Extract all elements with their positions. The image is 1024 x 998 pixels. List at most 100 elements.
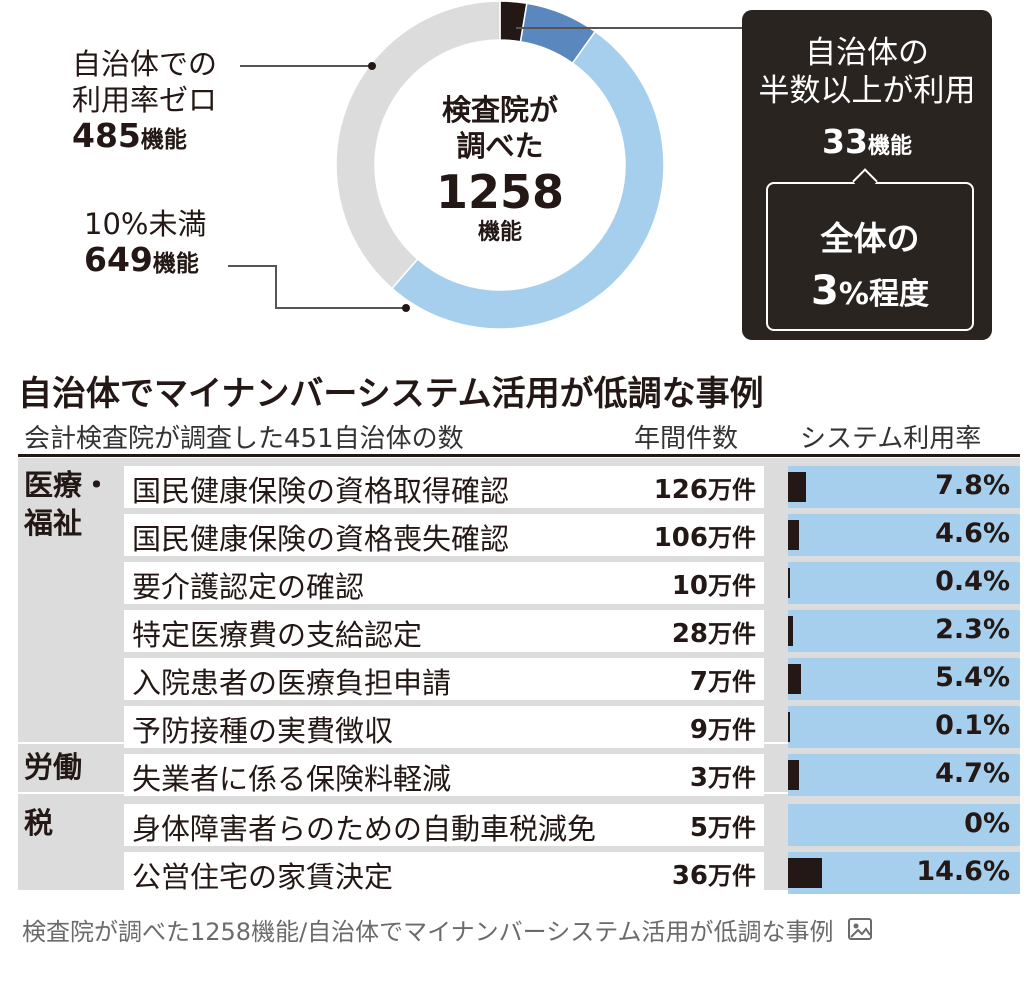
label-under10-line1: 10%未満 bbox=[84, 207, 207, 241]
rate-bar-fill bbox=[788, 760, 799, 790]
group-labor: 労働 bbox=[18, 748, 118, 786]
rate-value: 0.1% bbox=[935, 710, 1010, 741]
rate-bar: 14.6% bbox=[788, 852, 1020, 894]
callout-majority: 自治体の 半数以上が利用 33機能 全体の 3%程度 bbox=[742, 10, 992, 340]
rate-bar: 7.8% bbox=[788, 466, 1020, 508]
row-count-value: 106 bbox=[653, 523, 708, 553]
rate-bar-fill bbox=[788, 712, 790, 742]
label-zero-line2: 利用率ゼロ bbox=[72, 83, 218, 117]
group-medical-line2: 福祉 bbox=[24, 506, 83, 540]
donut-center: 検査院が 調べた 1258 機能 bbox=[410, 92, 590, 246]
row-count-value: 126 bbox=[653, 475, 708, 505]
leader-line-under10 bbox=[228, 265, 406, 309]
row-count: 3万件 bbox=[690, 758, 756, 793]
row-count: 10万件 bbox=[672, 566, 756, 601]
rate-bar: 0.1% bbox=[788, 706, 1020, 748]
label-zero-unit: 機能 bbox=[140, 127, 187, 153]
table-row: 入院患者の医療負担申請 7万件 bbox=[124, 658, 764, 700]
leader-dot-under10 bbox=[402, 304, 410, 312]
table-row: 失業者に係る保険料軽減 3万件 bbox=[124, 754, 764, 796]
table-row: 予防接種の実費徴収 9万件 bbox=[124, 706, 764, 748]
rate-bar: 4.7% bbox=[788, 754, 1020, 796]
callout-share-box: 全体の 3%程度 bbox=[766, 182, 974, 331]
group-labor-label: 労働 bbox=[24, 750, 83, 784]
rate-value: 0.4% bbox=[935, 566, 1010, 597]
callout-share-line1: 全体の bbox=[820, 219, 920, 258]
row-count: 9万件 bbox=[690, 710, 756, 745]
row-count-unit: 万件 bbox=[708, 620, 756, 648]
row-count-value: 7 bbox=[689, 667, 708, 697]
label-under10-count: 649 bbox=[84, 240, 153, 279]
rate-value: 7.8% bbox=[935, 470, 1010, 501]
rate-bar-fill bbox=[788, 858, 822, 888]
leader-dot-callout bbox=[508, 24, 516, 32]
row-name: 入院患者の医療負担申請 bbox=[132, 666, 452, 700]
row-name: 要介護認定の確認 bbox=[132, 570, 365, 604]
table-row: 国民健康保険の資格喪失確認 106万件 bbox=[124, 514, 764, 556]
row-name: 特定医療費の支給認定 bbox=[132, 618, 423, 652]
row-count: 5万件 bbox=[690, 808, 756, 843]
rate-bar-fill bbox=[788, 664, 801, 694]
row-count-unit: 万件 bbox=[708, 524, 756, 552]
rate-bar-fill bbox=[788, 568, 790, 598]
rate-bar-fill bbox=[788, 472, 807, 502]
row-count-unit: 万件 bbox=[708, 668, 756, 696]
row-count-unit: 万件 bbox=[708, 572, 756, 600]
rate-bar-fill bbox=[788, 520, 799, 550]
row-name: 公営住宅の家賃決定 bbox=[132, 860, 394, 894]
row-count: 7万件 bbox=[690, 662, 756, 697]
rate-bar: 0.4% bbox=[788, 562, 1020, 604]
leader-dot-zero bbox=[368, 62, 376, 70]
row-count-value: 9 bbox=[689, 715, 708, 745]
table-row: 身体障害者らのための自動車税減免 5万件 bbox=[124, 804, 764, 846]
rate-value: 5.4% bbox=[935, 662, 1010, 693]
row-count: 36万件 bbox=[672, 856, 756, 891]
table-top-rule bbox=[18, 454, 1020, 457]
row-name: 身体障害者らのための自動車税減免 bbox=[132, 812, 597, 846]
group-medical-welfare: 医療・ 福祉 bbox=[18, 466, 118, 542]
donut-slice bbox=[390, 30, 665, 330]
figure-caption: 検査院が調べた1258機能/自治体でマイナンバーシステム活用が低調な事例 bbox=[22, 912, 1002, 953]
callout-count-num: 33 bbox=[822, 122, 868, 161]
rate-bar: 0% bbox=[788, 804, 1020, 846]
col-header-rate: システム利用率 bbox=[800, 424, 982, 454]
donut-label-zero: 自治体での 利用率ゼロ 485機能 bbox=[72, 46, 217, 158]
row-count-value: 10 bbox=[671, 571, 708, 601]
row-name: 失業者に係る保険料軽減 bbox=[132, 762, 452, 796]
table-row: 国民健康保険の資格取得確認 126万件 bbox=[124, 466, 764, 508]
center-total: 1258 bbox=[435, 165, 565, 219]
table-subtitle: 会計検査院が調査した451自治体の数 bbox=[24, 424, 464, 454]
row-count-value: 28 bbox=[671, 619, 708, 649]
callout-share-line2: 3%程度 bbox=[768, 268, 972, 314]
row-count-unit: 万件 bbox=[708, 476, 756, 504]
image-icon[interactable] bbox=[847, 913, 873, 953]
row-count-value: 36 bbox=[671, 861, 708, 891]
table-row: 公営住宅の家賃決定 36万件 bbox=[124, 852, 764, 894]
callout-count-unit: 機能 bbox=[867, 134, 912, 159]
label-zero-count: 485 bbox=[72, 116, 141, 155]
rate-value: 14.6% bbox=[916, 856, 1010, 887]
center-line1: 検査院が bbox=[441, 93, 558, 127]
row-count-unit: 万件 bbox=[708, 814, 756, 842]
center-unit: 機能 bbox=[477, 220, 522, 245]
row-name: 予防接種の実費徴収 bbox=[132, 714, 394, 748]
row-count: 28万件 bbox=[672, 614, 756, 649]
rate-bar-fill bbox=[788, 616, 794, 646]
rate-bar: 2.3% bbox=[788, 610, 1020, 652]
callout-count: 33機能 bbox=[742, 122, 992, 161]
rate-bar: 5.4% bbox=[788, 658, 1020, 700]
rate-bar: 4.6% bbox=[788, 514, 1020, 556]
callout-share-unit: %程度 bbox=[838, 277, 929, 312]
rate-value: 0% bbox=[964, 808, 1010, 839]
callout-line1: 自治体の bbox=[805, 35, 929, 71]
group-medical-line1: 医療・ bbox=[24, 468, 112, 502]
label-under10-unit: 機能 bbox=[152, 251, 199, 277]
row-name: 国民健康保険の資格取得確認 bbox=[132, 474, 510, 508]
row-count: 106万件 bbox=[654, 518, 756, 553]
label-zero-line1: 自治体での bbox=[72, 47, 218, 81]
group-tax: 税 bbox=[18, 804, 118, 842]
donut-slice bbox=[335, 0, 501, 290]
donut-segments bbox=[335, 0, 665, 330]
group-tax-label: 税 bbox=[24, 806, 54, 840]
row-count-unit: 万件 bbox=[708, 716, 756, 744]
